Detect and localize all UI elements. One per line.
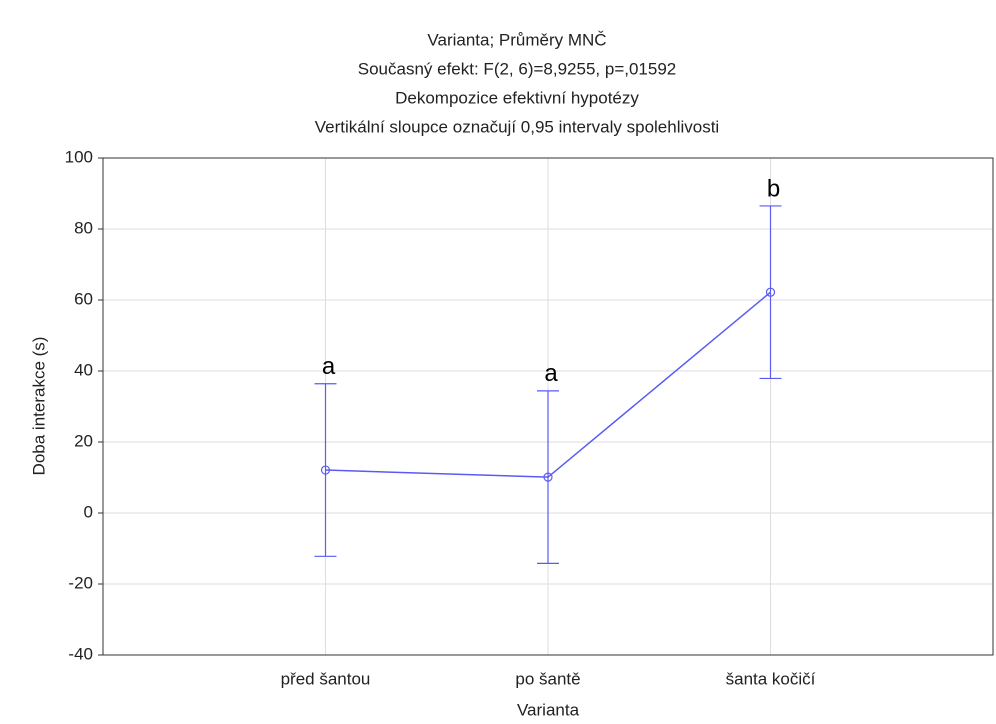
- plot-frame: [102, 157, 994, 656]
- chart-subtitle: Současný efekt: F(2, 6)=8,9255, p=,01592: [358, 59, 677, 78]
- point: [765, 287, 776, 297]
- y-tick-label: 80: [74, 218, 93, 237]
- annotation: a: [544, 360, 558, 387]
- annotation: a: [322, 353, 336, 380]
- y-tick-label: -20: [68, 573, 93, 592]
- x-tick-label: po šantě: [515, 669, 580, 688]
- point: [543, 472, 553, 482]
- annotation: b: [767, 175, 780, 202]
- y-tick-label: 0: [84, 502, 93, 521]
- y-tick-label: 60: [74, 289, 93, 308]
- point: [320, 465, 331, 475]
- y-axis-label: Doba interakce (s): [29, 337, 48, 476]
- x-axis-label: Varianta: [517, 700, 580, 719]
- x-tick-label: před šantou: [281, 669, 371, 688]
- y-tick-label: 40: [74, 360, 93, 379]
- x-tick-label: šanta kočičí: [726, 669, 816, 688]
- y-tick-label: -40: [68, 644, 93, 663]
- chart-subtitle: Vertikální sloupce označují 0,95 interva…: [315, 117, 719, 136]
- y-tick-label: 100: [65, 147, 93, 166]
- chart-subtitle: Dekompozice efektivní hypotézy: [395, 88, 639, 107]
- chart-title: Varianta; Průměry MNČ: [427, 30, 606, 49]
- y-tick-label: 20: [74, 431, 93, 450]
